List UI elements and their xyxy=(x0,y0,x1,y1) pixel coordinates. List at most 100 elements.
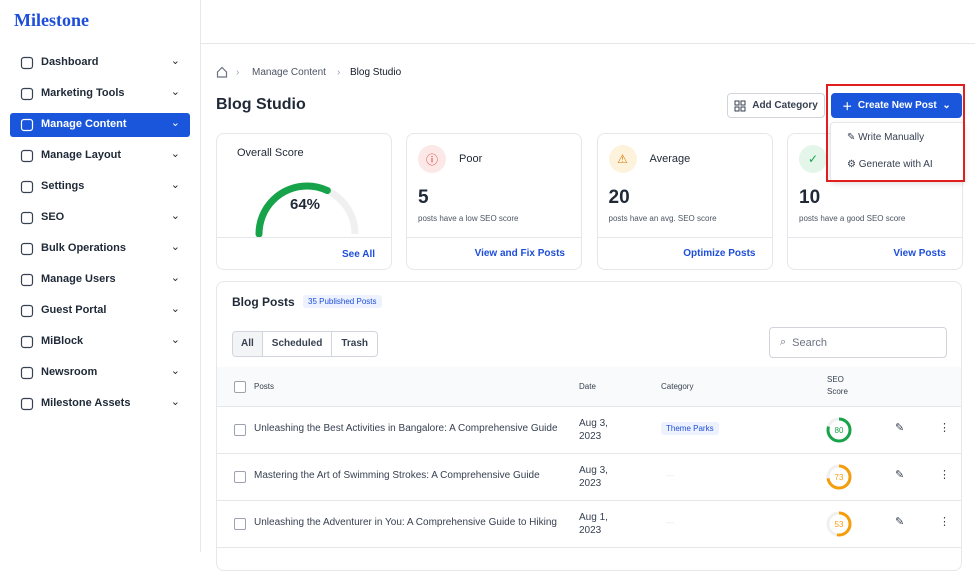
nav-label: Newsroom xyxy=(41,366,98,378)
checkbox[interactable] xyxy=(234,518,246,530)
seo-score: 80 xyxy=(835,426,844,435)
icon-shape xyxy=(20,56,34,70)
nav-label: Guest Portal xyxy=(41,304,107,316)
edit-button[interactable]: ✎ xyxy=(895,469,905,481)
icon-shape xyxy=(20,273,34,287)
stat-card: ⓘ Poor 5 posts have a low SEO score View and… xyxy=(406,133,582,270)
nav-label: SEO xyxy=(41,211,65,223)
add-category-button[interactable]: Add Category xyxy=(727,93,825,118)
checkbox[interactable] xyxy=(234,424,246,436)
seo-score: 53 xyxy=(835,520,844,529)
nav-icon xyxy=(20,397,34,411)
edit-button[interactable]: ✎ xyxy=(895,422,905,434)
post-title[interactable]: Mastering the Art of Swimming Strokes: A… xyxy=(254,470,540,481)
seo-score: 73 xyxy=(835,473,844,482)
edit-button[interactable]: ✎ xyxy=(895,516,905,528)
nav-item[interactable]: SEO ⌄ xyxy=(10,206,190,230)
card-link[interactable]: View Posts xyxy=(893,248,946,259)
nav-item[interactable]: Bulk Operations ⌄ xyxy=(10,237,190,261)
column-header: Posts xyxy=(254,382,275,391)
more-button[interactable]: ⋮ xyxy=(939,422,950,434)
column-header: Date xyxy=(579,382,596,391)
icon-shape xyxy=(20,87,34,101)
nav-item[interactable]: Settings ⌄ xyxy=(10,175,190,199)
stat-icon: ✓ xyxy=(799,145,827,173)
dropdown-menu: ✎ Write Manually ⚙ Generate with AI xyxy=(830,122,965,182)
checkbox[interactable] xyxy=(234,471,246,483)
category-badge: Theme Parks xyxy=(661,422,719,435)
icon-shape xyxy=(20,211,34,225)
post-title[interactable]: Unleashing the Best Activities in Bangal… xyxy=(254,423,558,434)
stat-label: Poor xyxy=(459,153,483,165)
card-link[interactable]: View and Fix Posts xyxy=(474,248,565,259)
chevron: ⌄ xyxy=(170,86,180,98)
nav-item[interactable]: Newsroom ⌄ xyxy=(10,361,190,385)
card-divider xyxy=(788,237,962,238)
nav-label: Dashboard xyxy=(41,56,99,68)
icon-shape xyxy=(20,118,34,132)
seo-ring: 73 xyxy=(826,464,852,490)
overall-card: Overall Score 64% See All xyxy=(216,133,392,270)
more-button[interactable]: ⋮ xyxy=(939,516,950,528)
card-label: Overall Score xyxy=(237,147,304,159)
gauge-arc xyxy=(255,182,359,238)
post-title[interactable]: Unleashing the Adventurer in You: A Comp… xyxy=(254,517,557,528)
table-row: Unleashing the Adventurer in You: A Comp… xyxy=(217,501,961,548)
menu-item[interactable]: ⚙ Generate with AI xyxy=(847,159,933,170)
icon-shape xyxy=(20,180,34,194)
tabs: All Scheduled Trash xyxy=(232,331,379,357)
table-header: Posts Date Category SEO Score xyxy=(217,367,961,407)
sidebar: Milestone Dashboard ⌄ Marketing Tools ⌄ Mana… xyxy=(0,0,201,552)
more-button[interactable]: ⋮ xyxy=(939,469,950,481)
tab[interactable]: Trash xyxy=(331,332,377,356)
gauge-label: 64% xyxy=(289,196,321,213)
chevron: ⌄ xyxy=(170,241,180,253)
breadcrumb-link[interactable]: Manage Content xyxy=(252,67,326,78)
icon-shape xyxy=(20,335,34,349)
card-link[interactable]: See All xyxy=(342,249,375,260)
highlight-box xyxy=(826,84,965,182)
nav-icon xyxy=(20,211,34,225)
nav-item[interactable]: Manage Layout ⌄ xyxy=(10,144,190,168)
nav-item[interactable]: Dashboard ⌄ xyxy=(10,51,190,75)
home-icon xyxy=(216,66,228,78)
chevron: ⌄ xyxy=(170,117,180,129)
post-date: Aug 1, 2023 xyxy=(579,512,608,536)
seo-ring: 80 xyxy=(826,417,852,443)
chevron: ⌄ xyxy=(170,303,180,315)
chevron: ⌄ xyxy=(170,148,180,160)
nav-label: MiBlock xyxy=(41,335,84,347)
nav-item[interactable]: Manage Content ⌄ xyxy=(10,113,190,137)
nav-item[interactable]: MiBlock ⌄ xyxy=(10,330,190,354)
chevron: ⌄ xyxy=(170,365,180,377)
card-divider xyxy=(597,237,772,238)
stat-label: Average xyxy=(649,153,691,165)
card-divider xyxy=(407,237,581,238)
menu-item[interactable]: ✎ Write Manually xyxy=(847,132,925,143)
chevron: ⌄ xyxy=(170,179,180,191)
chevron: ⌄ xyxy=(170,210,180,222)
nav-icon xyxy=(20,273,34,287)
separator: › xyxy=(236,67,240,78)
menu-item-label: Generate with AI xyxy=(858,159,933,170)
nav-icon xyxy=(20,335,34,349)
nav-item[interactable]: Marketing Tools ⌄ xyxy=(10,82,190,106)
column-header: Category xyxy=(661,382,694,391)
tab[interactable]: Scheduled xyxy=(261,332,332,356)
tab[interactable]: All xyxy=(233,332,262,356)
stat-icon: ⓘ xyxy=(418,145,446,173)
icon-shape xyxy=(20,304,34,318)
nav-item[interactable]: Manage Users ⌄ xyxy=(10,268,190,292)
stat-count: 10 xyxy=(799,187,821,208)
search-box[interactable]: ⌕ Search xyxy=(769,327,947,358)
nav-item[interactable]: Milestone Assets ⌄ xyxy=(10,392,190,416)
card-link[interactable]: Optimize Posts xyxy=(683,248,756,259)
nav-label: Settings xyxy=(41,180,85,192)
create-post-button[interactable]: ＋ Create New Post ⌄ xyxy=(831,93,962,118)
chevron: ⌄ xyxy=(170,272,180,284)
nav-item[interactable]: Guest Portal ⌄ xyxy=(10,299,190,323)
nav-icon xyxy=(20,149,34,163)
checkbox[interactable] xyxy=(234,381,246,393)
chevron: ⌄ xyxy=(170,334,180,346)
